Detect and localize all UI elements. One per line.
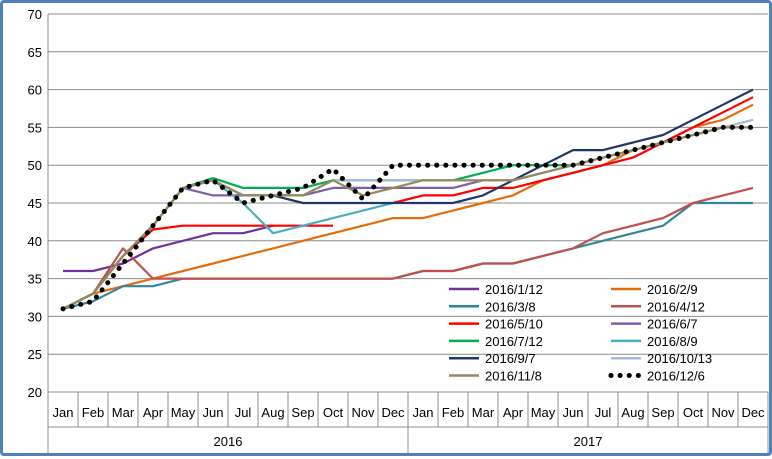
x-tick-label: May (531, 405, 556, 420)
y-tick-label: 60 (28, 83, 42, 98)
x-tick-label: Aug (621, 405, 644, 420)
x-tick-label: Jan (53, 405, 74, 420)
x-tick-label: May (171, 405, 196, 420)
x-tick-label: Sep (291, 405, 314, 420)
legend-label: 2016/5/10 (485, 317, 543, 332)
line-chart: 20 25 30 35 40 45 50 55 60 65 70 Jan Feb Mar Apr May Jun… (28, 7, 769, 453)
series-line-2016-4-12 (62, 186, 754, 310)
x-tick-label: Dec (741, 405, 765, 420)
legend: 2016/1/12 2016/2/9 2016/3/8 2016/4/12 2016/5… (449, 282, 712, 384)
y-tick-label: 45 (28, 196, 42, 211)
x-tick-label: Mar (472, 405, 495, 420)
legend-label: 2016/1/12 (485, 282, 543, 297)
x-tick-label: Nov (351, 405, 375, 420)
x-tick-label: Nov (711, 405, 735, 420)
x-tick-label: Jul (595, 405, 612, 420)
x-tick-label: Feb (442, 405, 464, 420)
legend-label: 2016/3/8 (485, 299, 536, 314)
x-tick-label: Jan (413, 405, 434, 420)
y-tick-label: 40 (28, 234, 42, 249)
x-tick-label: Apr (143, 405, 164, 420)
series-lines (60, 88, 756, 312)
legend-label: 2016/8/9 (647, 334, 698, 349)
x-tick-label: Oct (683, 405, 704, 420)
x-tick-label: Jun (203, 405, 224, 420)
y-tick-label: 50 (28, 158, 42, 173)
y-tick-label: 55 (28, 120, 42, 135)
y-tick-label: 35 (28, 272, 42, 287)
y-tick-label: 70 (28, 7, 42, 22)
year-label: 2017 (574, 434, 603, 449)
legend-label: 2016/2/9 (647, 282, 698, 297)
y-tick-label: 65 (28, 45, 42, 60)
legend-label: 2016/9/7 (485, 351, 536, 366)
x-tick-label: Aug (261, 405, 284, 420)
y-tick-label: 20 (28, 385, 42, 400)
x-tick-label: Feb (82, 405, 104, 420)
x-tick-label: Jul (235, 405, 252, 420)
legend-label: 2016/6/7 (647, 317, 698, 332)
legend-label: 2016/4/12 (647, 299, 705, 314)
series-line-2016-12-6 (60, 124, 756, 312)
x-tick-label: Dec (381, 405, 405, 420)
y-tick-label: 25 (28, 347, 42, 362)
year-label: 2016 (214, 434, 243, 449)
legend-label: 2016/11/8 (485, 369, 542, 384)
legend-label: 2016/7/12 (485, 334, 543, 349)
series-line-2016-1-12 (63, 224, 274, 273)
x-tick-label: Mar (112, 405, 135, 420)
x-tick-label: Sep (651, 405, 674, 420)
legend-label: 2016/10/13 (647, 351, 712, 366)
x-tick-label: Jun (563, 405, 584, 420)
y-tick-label: 30 (28, 309, 42, 324)
x-tick-label: Apr (503, 405, 524, 420)
axes: 20 25 30 35 40 45 50 55 60 65 70 Jan Feb Mar Apr May Jun… (28, 7, 769, 453)
x-tick-label: Oct (323, 405, 344, 420)
legend-label: 2016/12/6 (647, 369, 705, 384)
series-line-2016-11-8 (62, 126, 753, 310)
